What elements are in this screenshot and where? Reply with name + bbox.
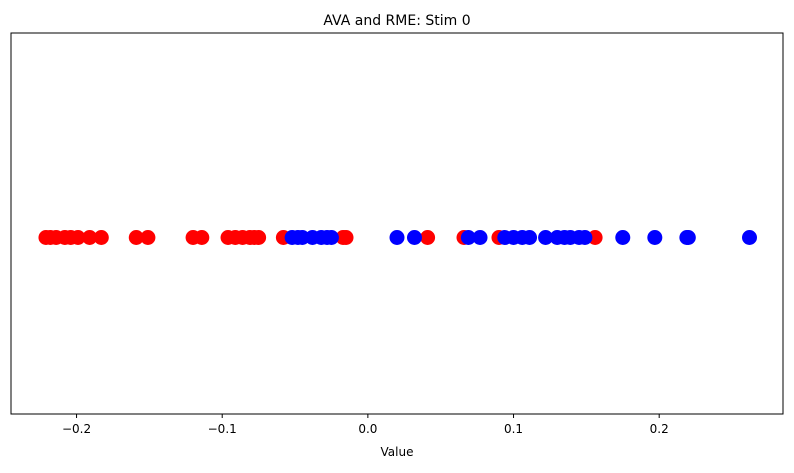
data-point-series-0	[420, 230, 436, 245]
data-point-series-1	[741, 230, 757, 245]
plot-frame	[10, 32, 784, 415]
data-point-series-1	[615, 230, 631, 245]
data-point-series-1	[538, 230, 554, 245]
data-point-series-0	[338, 230, 354, 245]
data-point-series-1	[406, 230, 422, 245]
x-tick-label: 0.1	[504, 422, 523, 436]
data-point-series-0	[93, 230, 109, 245]
data-point-series-1	[460, 230, 476, 245]
x-axis-label: Value	[381, 445, 414, 459]
chart-title: AVA and RME: Stim 0	[323, 13, 470, 29]
data-point-series-1	[522, 230, 538, 245]
data-point-series-0	[140, 230, 156, 245]
data-points	[38, 230, 757, 245]
x-tick-label: −0.2	[62, 422, 91, 436]
data-point-series-1	[323, 230, 339, 245]
x-tick-label: 0.0	[358, 422, 377, 436]
data-point-series-1	[647, 230, 663, 245]
data-point-series-0	[194, 230, 210, 245]
data-point-series-1	[680, 230, 696, 245]
x-axis-ticks: −0.2 −0.1 0.0 0.1 0.2	[62, 414, 669, 436]
x-tick-label: −0.1	[208, 422, 237, 436]
x-tick-label: 0.2	[650, 422, 669, 436]
data-point-series-0	[82, 230, 98, 245]
data-point-series-0	[128, 230, 144, 245]
data-point-series-1	[577, 230, 593, 245]
data-point-series-1	[389, 230, 405, 245]
data-point-series-1	[472, 230, 488, 245]
data-point-series-0	[70, 230, 86, 245]
data-point-series-0	[251, 230, 267, 245]
